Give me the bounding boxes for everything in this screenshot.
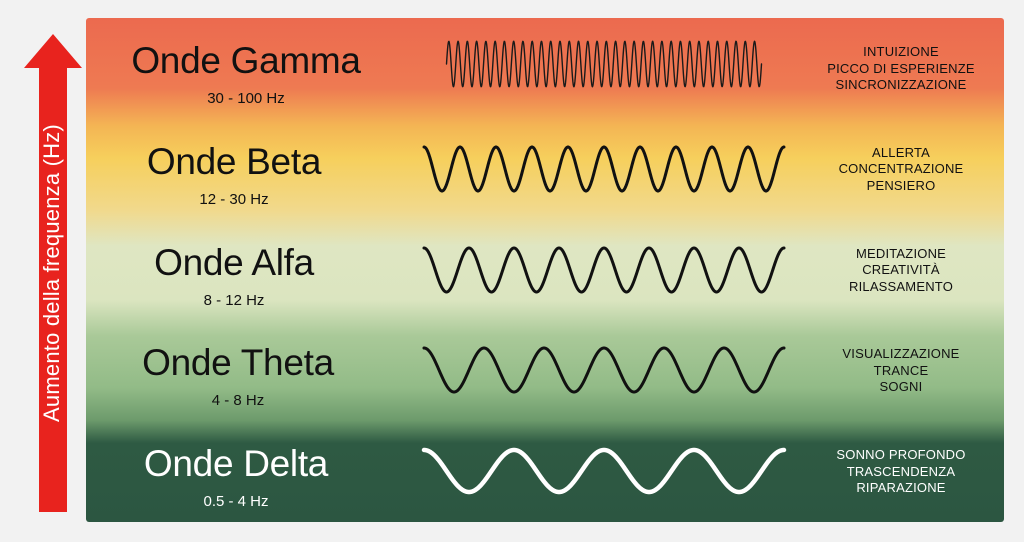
- band-traits: MEDITAZIONE CREATIVITÀ RILASSAMENTO: [806, 246, 996, 296]
- wave-theta: [422, 346, 786, 394]
- wave-delta: [421, 447, 787, 495]
- wave-gamma: [445, 40, 763, 88]
- trait: PENSIERO: [866, 177, 936, 193]
- band-traits: INTUIZIONE PICCO DI ESPERIENZE SINCRONIZ…: [806, 44, 996, 94]
- band-range: 4 - 8 Hz: [211, 392, 265, 410]
- band-range: 8 - 12 Hz: [203, 291, 265, 309]
- trait: SONNO PROFONDO: [836, 447, 966, 463]
- wave-line: [422, 246, 786, 294]
- wave-line: [422, 346, 786, 394]
- trait: RILASSAMENTO: [848, 278, 954, 294]
- wave-beta: [422, 145, 786, 193]
- wave-line: [422, 145, 786, 193]
- band-traits: SONNO PROFONDO TRASCENDENZA RIPARAZIONE: [806, 447, 996, 497]
- trait: ALLERTA: [871, 144, 930, 160]
- trait: PICCO DI ESPERIENZE: [827, 60, 975, 76]
- trait: TRASCENDENZA: [846, 463, 956, 479]
- trait: RIPARAZIONE: [856, 480, 946, 496]
- band-title: Onde Theta: [142, 342, 334, 384]
- band-title: Onde Delta: [143, 443, 329, 485]
- band-title: Onde Beta: [146, 140, 322, 182]
- band-range: 30 - 100 Hz: [207, 90, 285, 107]
- trait: MEDITAZIONE: [855, 245, 947, 261]
- band-beta: Onde Beta 12 - 30 Hz ALLERTA CONCENTRAZI…: [86, 119, 1004, 220]
- trait: CREATIVITÀ: [862, 262, 940, 278]
- band-title: Onde Alfa: [154, 241, 314, 283]
- band-traits: VISUALIZZAZIONE TRANCE SOGNI: [806, 346, 996, 396]
- band-theta: Onde Theta 4 - 8 Hz VISUALIZZAZIONE TRAN…: [86, 320, 1004, 421]
- wave-alfa: [422, 246, 786, 294]
- wave-line: [445, 40, 763, 88]
- band-traits: ALLERTA CONCENTRAZIONE PENSIERO: [806, 145, 996, 195]
- brainwave-panel: Onde Gamma 30 - 100 Hz INTUIZIONE PICCO …: [86, 18, 1004, 522]
- band-title: Onde Gamma: [131, 40, 361, 81]
- trait: TRANCE: [873, 362, 929, 378]
- wave-line: [421, 447, 787, 495]
- trait: SINCRONIZZAZIONE: [835, 77, 967, 92]
- band-range: 12 - 30 Hz: [199, 190, 269, 208]
- trait: VISUALIZZAZIONE: [842, 346, 960, 362]
- trait: SOGNI: [879, 379, 923, 395]
- trait: INTUIZIONE: [863, 44, 939, 59]
- band-gamma: Onde Gamma 30 - 100 Hz INTUIZIONE PICCO …: [86, 18, 1004, 119]
- frequency-arrow: [24, 34, 82, 512]
- trait: CONCENTRAZIONE: [838, 161, 964, 177]
- band-range: 0.5 - 4 Hz: [203, 493, 269, 511]
- axis-label: Aumento della frequenza (Hz): [39, 124, 64, 422]
- band-alfa: Onde Alfa 8 - 12 Hz MEDITAZIONE CREATIVI…: [86, 220, 1004, 321]
- band-delta: Onde Delta 0.5 - 4 Hz SONNO PROFONDO TRA…: [86, 421, 1004, 522]
